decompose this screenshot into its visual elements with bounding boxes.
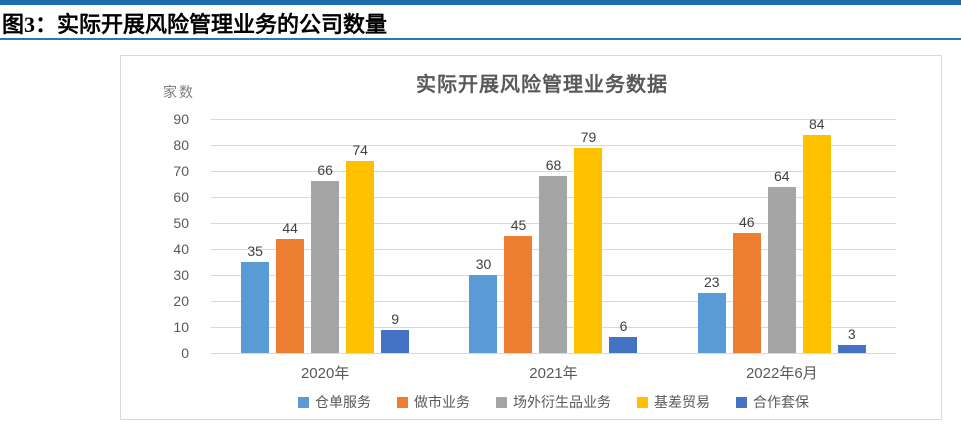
bar-value-label: 84 bbox=[809, 115, 825, 132]
bar-wrap-s2-c3: 46 bbox=[732, 214, 761, 353]
bar-wrap-s4-c1: 74 bbox=[346, 141, 375, 353]
legend-swatch-icon bbox=[397, 396, 408, 408]
gridline bbox=[211, 145, 896, 146]
y-tick-label: 80 bbox=[173, 137, 189, 153]
bar-value-label: 68 bbox=[545, 157, 562, 174]
bar-s1-c3 bbox=[697, 293, 726, 353]
bar-s1-c1 bbox=[241, 262, 270, 353]
bar-s4-c2 bbox=[574, 147, 603, 353]
y-tick-label: 50 bbox=[173, 215, 189, 231]
y-tick-label: 20 bbox=[173, 293, 189, 309]
y-tick-label: 70 bbox=[173, 163, 189, 179]
bar-wrap-s5-c1: 9 bbox=[381, 310, 410, 353]
bar-s2-c2 bbox=[504, 236, 533, 353]
bar-groups: 35 44 66 74 9 30 45 68 79 6 23 46 64 84 3 bbox=[211, 115, 896, 353]
bar-wrap-s4-c3: 84 bbox=[802, 115, 831, 353]
legend-swatch-icon bbox=[496, 396, 507, 408]
gridline bbox=[211, 119, 896, 120]
bar-value-label: 6 bbox=[619, 318, 628, 335]
bar-wrap-s3-c1: 66 bbox=[311, 162, 340, 353]
bar-wrap-s1-c2: 30 bbox=[469, 256, 498, 353]
bar-value-label: 9 bbox=[391, 310, 400, 327]
legend-item-5: 合作套保 bbox=[736, 392, 809, 412]
bar-wrap-s1-c3: 23 bbox=[697, 274, 726, 353]
legend-swatch-icon bbox=[637, 396, 648, 408]
bar-s5-c1 bbox=[381, 329, 410, 353]
x-category-label: 2021年 bbox=[529, 365, 578, 382]
bar-s2-c3 bbox=[732, 233, 761, 353]
chart-container: 实际开展风险管理业务数据 家数 0 10 20 30 40 50 60 70 80 90 35 44… bbox=[120, 55, 942, 420]
bar-s4-c3 bbox=[802, 134, 831, 353]
bar-wrap-s3-c3: 64 bbox=[767, 167, 796, 353]
bar-s4-c1 bbox=[346, 160, 375, 353]
chart-title: 实际开展风险管理业务数据 bbox=[416, 74, 668, 96]
header-bottom-rule bbox=[0, 38, 961, 40]
bar-value-label: 3 bbox=[847, 326, 856, 343]
x-category-label: 2020年 bbox=[300, 365, 350, 382]
gridline bbox=[211, 171, 896, 172]
bar-wrap-s5-c3: 3 bbox=[837, 326, 866, 353]
bar-value-label: 79 bbox=[580, 128, 597, 145]
bar-value-label: 30 bbox=[475, 256, 492, 272]
legend-label: 仓单服务 bbox=[315, 394, 371, 410]
y-tick-label: 10 bbox=[173, 319, 189, 335]
bar-wrap-s2-c2: 45 bbox=[504, 217, 533, 353]
x-category-label: 2022年6月 bbox=[745, 365, 818, 382]
plot-area: 35 44 66 74 9 30 45 68 79 6 23 46 64 84 3 bbox=[211, 115, 896, 354]
legend-swatch-icon bbox=[298, 396, 309, 408]
figure-caption: 图3：实际开展风险管理业务的公司数量 bbox=[2, 12, 388, 37]
bar-group-1: 35 44 66 74 9 bbox=[211, 119, 439, 353]
bar-wrap-s3-c2: 68 bbox=[539, 157, 568, 353]
bar-wrap-s5-c2: 6 bbox=[609, 318, 638, 353]
bar-s5-c2 bbox=[609, 337, 638, 353]
bar-s3-c1 bbox=[311, 181, 340, 353]
bar-value-label: 64 bbox=[774, 167, 790, 184]
legend-item-2: 做市业务 bbox=[397, 392, 470, 412]
bar-value-label: 74 bbox=[352, 141, 368, 158]
legend-label: 场外衍生品业务 bbox=[513, 394, 611, 410]
legend-item-4: 基差贸易 bbox=[637, 392, 710, 412]
y-axis: 0 10 20 30 40 50 60 70 80 90 bbox=[141, 111, 199, 361]
header-top-rule bbox=[0, 0, 961, 5]
chart-legend: 仓单服务 做市业务 场外衍生品业务 基差贸易 合作套保 bbox=[211, 392, 896, 412]
bar-value-label: 66 bbox=[317, 162, 333, 179]
bar-s1-c2 bbox=[469, 275, 498, 353]
gridline bbox=[211, 353, 896, 354]
legend-label: 合作套保 bbox=[753, 394, 809, 410]
bar-s2-c1 bbox=[276, 238, 305, 353]
bar-value-label: 46 bbox=[739, 214, 755, 231]
y-tick-label: 0 bbox=[181, 345, 189, 361]
bar-group-2: 30 45 68 79 6 bbox=[439, 119, 667, 353]
y-tick-label: 40 bbox=[173, 241, 189, 257]
legend-swatch-icon bbox=[736, 396, 747, 408]
bar-s3-c3 bbox=[767, 186, 796, 353]
legend-label: 做市业务 bbox=[414, 394, 470, 410]
bar-wrap-s1-c1: 35 bbox=[241, 243, 270, 353]
y-axis-unit-label: 家数 bbox=[163, 84, 195, 100]
bar-value-label: 45 bbox=[510, 217, 527, 233]
legend-item-1: 仓单服务 bbox=[298, 392, 371, 412]
legend-label: 基差贸易 bbox=[654, 394, 710, 410]
bar-wrap-s4-c2: 79 bbox=[574, 128, 603, 353]
bar-wrap-s2-c1: 44 bbox=[276, 219, 305, 353]
y-tick-label: 90 bbox=[173, 111, 189, 127]
bar-value-label: 44 bbox=[282, 219, 298, 236]
bar-s5-c3 bbox=[837, 345, 866, 353]
bar-value-label: 23 bbox=[704, 274, 720, 291]
legend-item-3: 场外衍生品业务 bbox=[496, 392, 611, 412]
bar-group-3: 23 46 64 84 3 bbox=[668, 115, 896, 353]
y-tick-label: 60 bbox=[173, 189, 189, 205]
y-tick-label: 30 bbox=[173, 267, 189, 283]
x-axis: 2020年 2021年 2022年6月 bbox=[211, 362, 896, 383]
bar-s3-c2 bbox=[539, 176, 568, 353]
bar-value-label: 35 bbox=[247, 243, 263, 259]
